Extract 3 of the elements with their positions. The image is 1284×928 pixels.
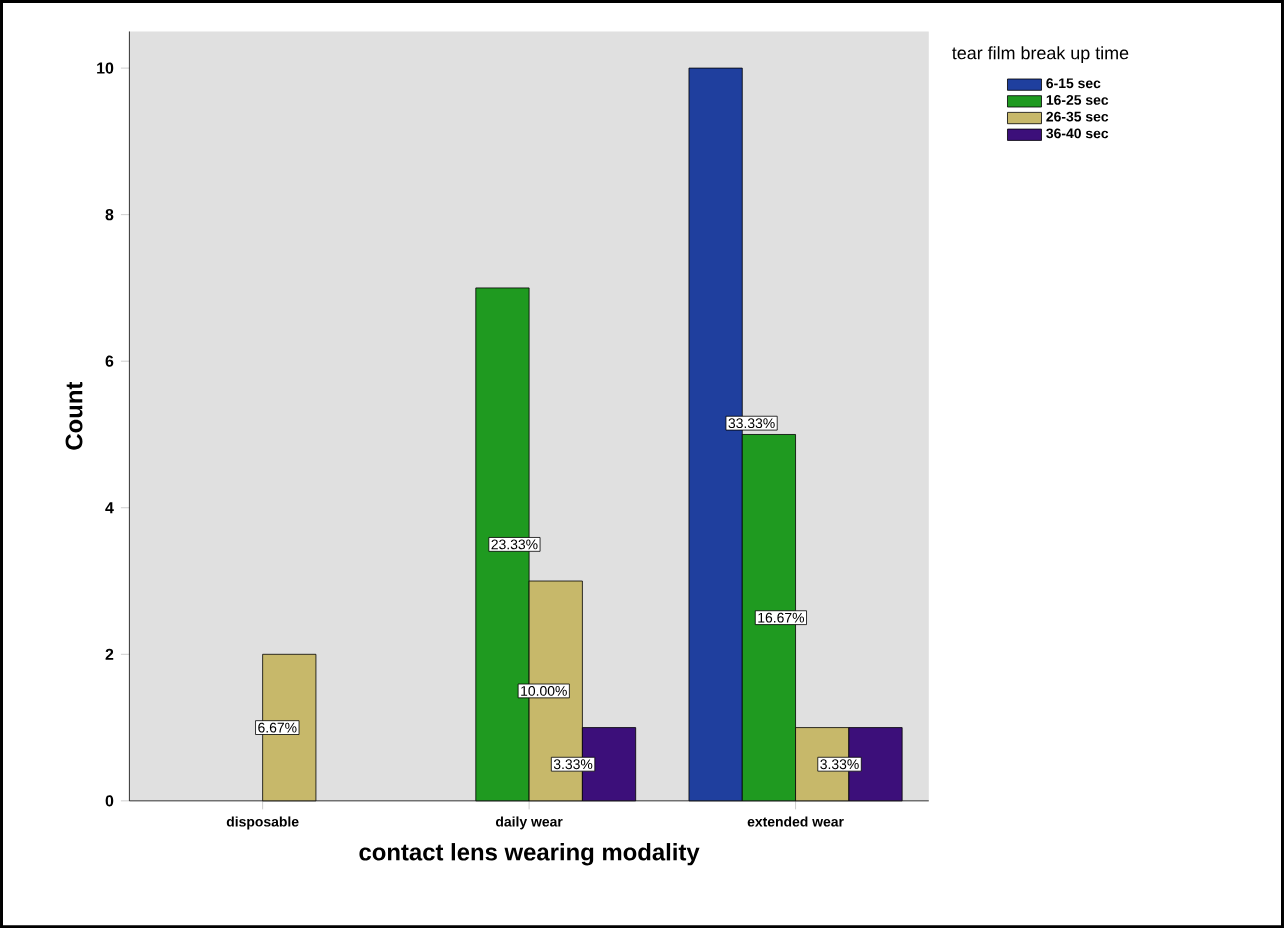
y-axis-title: Count [65, 381, 83, 450]
x-axis-title: contact lens wearing modality [359, 842, 700, 866]
legend-title: tear film break up time [952, 46, 1129, 63]
